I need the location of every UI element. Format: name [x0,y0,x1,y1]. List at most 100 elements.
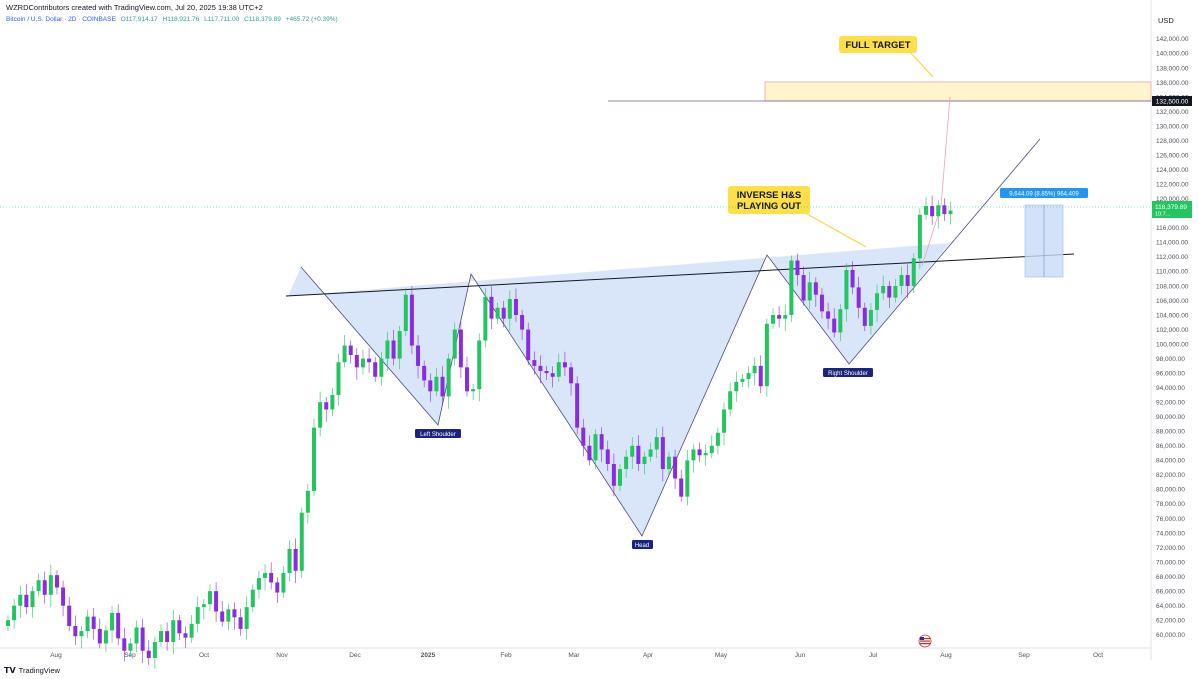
candle-body[interactable] [238,617,243,629]
measure-tag[interactable]: 9,644.09 (8.85%) 964,409 [1000,188,1088,198]
candle-body[interactable] [605,449,610,464]
candle-body[interactable] [538,365,543,371]
candle-body[interactable] [838,309,843,333]
head-tag[interactable]: Head [632,540,653,549]
candle-body[interactable] [685,460,690,497]
candle-body[interactable] [146,650,151,658]
candle-body[interactable] [116,612,121,639]
candle-body[interactable] [18,594,23,606]
candle-body[interactable] [887,285,892,298]
candle-body[interactable] [452,329,457,359]
candle-body[interactable] [507,299,512,319]
candle-body[interactable] [526,329,531,361]
symbol-name[interactable]: Bitcoin / U.S. Dollar · 2D · COINBASE [6,16,116,23]
candle-body[interactable] [942,205,947,215]
candle-body[interactable] [409,294,414,346]
candle-body[interactable] [832,318,837,333]
candle-body[interactable] [79,631,84,637]
candle-body[interactable] [924,206,928,215]
candle-body[interactable] [881,285,886,294]
candle-body[interactable] [12,605,17,621]
candle-body[interactable] [207,591,212,605]
candle-body[interactable] [397,331,402,359]
candle-body[interactable] [569,367,574,384]
candle-body[interactable] [434,376,439,392]
candle-body[interactable] [91,616,96,629]
candle-body[interactable] [312,427,316,491]
candle-body[interactable] [324,402,329,410]
candle-body[interactable] [189,623,194,638]
candle-body[interactable] [177,620,182,634]
candle-body[interactable] [446,358,451,397]
right-shoulder-tag[interactable]: Right Shoulder [823,368,873,377]
candle-body[interactable] [275,582,280,593]
candle-body[interactable] [599,434,604,450]
candle-body[interactable] [122,638,127,651]
candle-body[interactable] [826,311,831,319]
candle-body[interactable] [134,627,139,644]
candle-body[interactable] [36,580,41,592]
candle-body[interactable] [709,445,714,454]
candle-body[interactable] [269,572,274,583]
candle-body[interactable] [691,449,696,461]
candle-body[interactable] [501,307,506,319]
candle-body[interactable] [905,275,910,286]
candle-body[interactable] [795,260,800,276]
candle-body[interactable] [660,437,665,470]
inverse-hs-pattern-outline[interactable] [300,138,1041,537]
candle-body[interactable] [220,611,225,622]
candle-body[interactable] [67,605,72,627]
candle-body[interactable] [471,389,476,392]
candle-body[interactable] [752,365,757,374]
candle-body[interactable] [618,469,622,486]
candle-body[interactable] [868,309,873,326]
candle-body[interactable] [813,282,818,295]
candle-body[interactable] [305,490,310,513]
left-shoulder-tag[interactable]: Left Shoulder [415,429,461,438]
candle-body[interactable] [73,626,78,637]
candle-body[interactable] [214,591,219,612]
candle-body[interactable] [936,205,941,217]
candle-body[interactable] [422,365,427,381]
candle-body[interactable] [458,329,463,368]
candle-body[interactable] [581,427,586,446]
candle-body[interactable] [789,260,794,316]
candle-body[interactable] [379,358,384,377]
candle-body[interactable] [875,293,880,310]
candle-body[interactable] [911,258,916,286]
inverse-hs-callout[interactable]: INVERSE H&S PLAYING OUT [728,186,867,248]
candle-body[interactable] [489,296,494,319]
candle-body[interactable] [771,315,775,324]
candle-body[interactable] [183,633,188,638]
candle-body[interactable] [734,381,739,392]
candle-body[interactable] [703,453,708,456]
candle-body[interactable] [862,307,867,326]
candle-body[interactable] [654,437,659,450]
candle-body[interactable] [232,609,237,618]
candle-body[interactable] [244,607,249,629]
candle-body[interactable] [299,512,304,571]
candle-body[interactable] [440,376,445,397]
candle-body[interactable] [856,287,861,308]
candle-body[interactable] [728,391,733,410]
candle-body[interactable] [697,449,702,456]
candle-body[interactable] [256,578,261,590]
candle-body[interactable] [899,275,904,286]
candle-body[interactable] [556,362,561,377]
candle-body[interactable] [844,269,849,310]
candle-body[interactable] [465,367,469,392]
tradingview-footer[interactable]: 𝗧𝗩 TradingView [4,666,60,675]
candle-body[interactable] [128,643,133,651]
candle-body[interactable] [483,296,488,341]
candle-body[interactable] [165,631,170,642]
candle-body[interactable] [587,445,592,461]
candle-body[interactable] [679,478,684,497]
candle-body[interactable] [403,294,408,332]
candle-body[interactable] [342,345,347,363]
candle-body[interactable] [171,620,176,642]
candle-body[interactable] [201,604,206,608]
candle-body[interactable] [226,609,231,622]
candle-body[interactable] [746,373,751,379]
candle-body[interactable] [673,456,678,479]
